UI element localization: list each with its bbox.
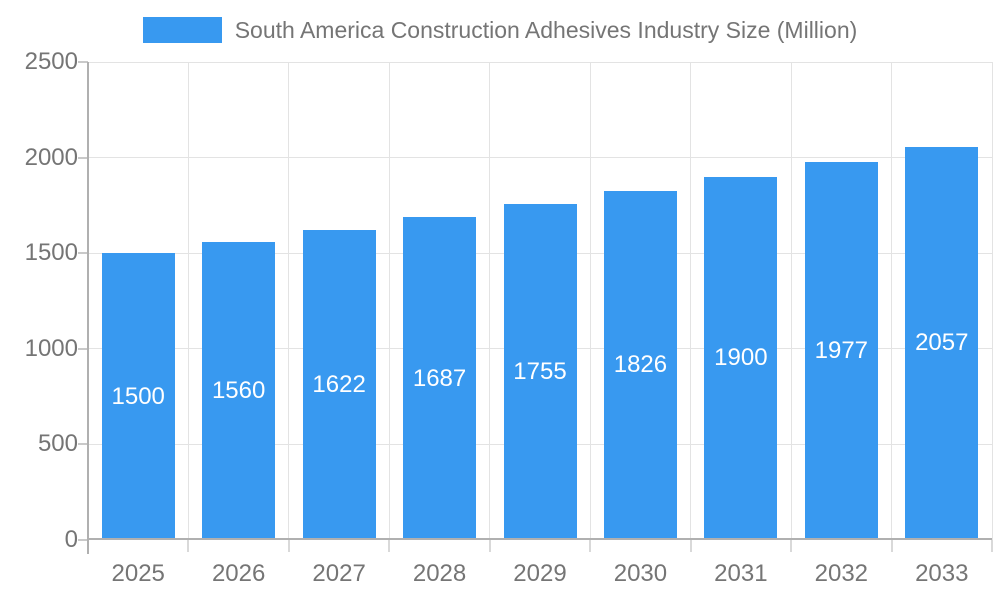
x-axis-tick-label: 2027 [312,560,366,587]
x-axis-tick-label: 2029 [513,560,567,587]
x-axis-tick [689,540,692,552]
bar[interactable]: 1622 [302,229,376,540]
x-axis-tick-label: 2030 [613,560,668,587]
x-axis-tick [991,540,993,552]
bar[interactable]: 1755 [503,204,577,540]
v-gridline [891,62,893,540]
x-axis-tick-label: 2033 [915,560,969,587]
v-gridline [288,62,290,540]
v-gridline [991,62,993,540]
x-axis-tick-label: 2025 [111,560,165,587]
x-axis-tick [488,540,491,552]
y-axis-tick [78,61,88,63]
y-axis-tick-label: 2500 [24,48,78,75]
x-axis-tick-label: 2026 [211,560,266,587]
x-axis-tick [890,540,893,552]
y-axis-tick [78,443,88,446]
x-axis-tick-label: 2028 [412,560,467,587]
y-axis-tick [78,156,88,159]
y-axis-tick-label: 2000 [24,143,78,171]
bar[interactable]: 1900 [704,176,778,540]
plot-area: 1500 1560 1622 1687 1755 1826 1900 1977 2057 [88,61,993,540]
y-axis-tick-label: 500 [37,430,78,458]
bar[interactable]: 1687 [403,217,477,540]
x-axis-tick-label: 2032 [814,560,869,587]
h-gridline [88,157,992,159]
bar-value-label: 2057 [915,329,969,357]
h-gridline [88,61,992,63]
v-gridline [589,62,591,540]
bar[interactable]: 1500 [101,253,175,540]
v-gridline [388,62,390,540]
bar-value-label: 1500 [111,382,165,410]
x-axis-tick [287,540,290,552]
y-axis-tick-label: 0 [64,526,78,553]
bar-value-label: 1900 [714,344,768,372]
bar-value-label: 1560 [211,376,266,404]
y-axis-tick [78,347,88,350]
bar-value-label: 1622 [312,370,366,398]
bar-value-label: 1755 [513,358,567,386]
legend-item[interactable]: South America Construction Adhesives Ind… [0,16,1000,44]
bar[interactable]: 2057 [905,146,979,540]
legend-swatch [142,17,222,43]
x-axis-tick [388,540,391,552]
x-axis-line [88,538,992,540]
y-axis-tick [78,539,88,541]
bar[interactable]: 1560 [202,241,276,540]
y-axis-line [87,62,89,554]
x-axis-tick-label: 2031 [714,560,768,587]
x-axis-tick [187,540,190,552]
legend-label: South America Construction Adhesives Ind… [234,16,858,43]
x-axis-tick [589,540,592,552]
v-gridline [790,62,792,540]
y-axis-tick [78,252,88,255]
y-axis-tick-label: 1500 [24,239,78,267]
v-gridline [690,62,692,540]
bar[interactable]: 1826 [603,190,677,540]
bar-value-label: 1687 [412,364,467,392]
x-axis-tick [790,540,793,552]
y-axis-tick-label: 1000 [24,334,78,362]
v-gridline [187,62,189,540]
bar[interactable]: 1977 [804,162,878,540]
bar-value-label: 1977 [814,337,869,364]
v-gridline [489,62,491,540]
bar-value-label: 1826 [613,351,668,379]
